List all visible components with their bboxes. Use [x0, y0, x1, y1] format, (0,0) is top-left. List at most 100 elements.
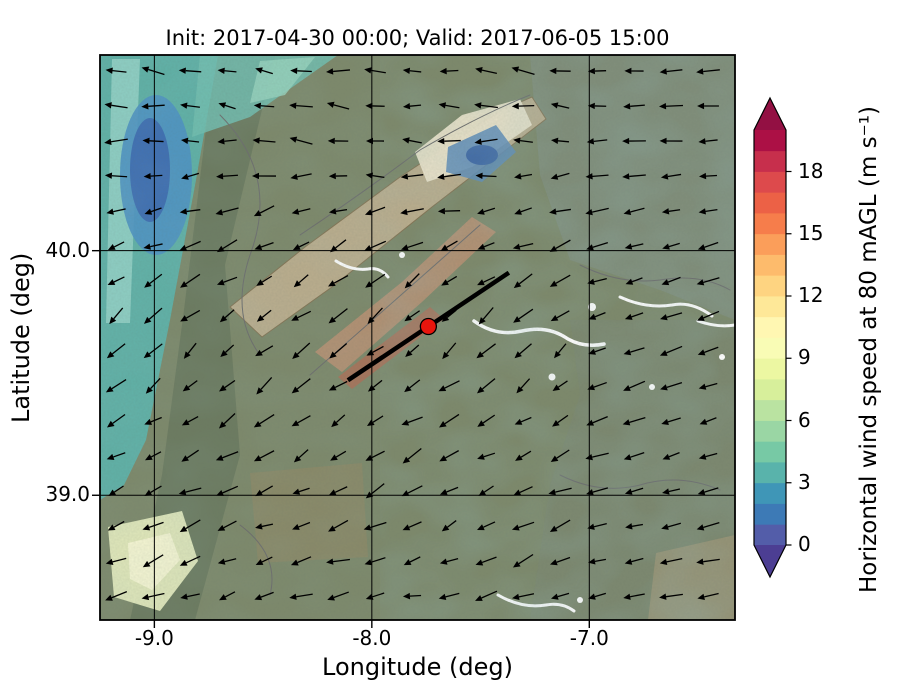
wind-arrow-head: [363, 524, 372, 531]
colorbar-tick-label: 0: [798, 532, 811, 556]
wind-arrow: [631, 523, 643, 527]
wind-arrow: [260, 105, 275, 108]
wind-arrow-head: [474, 138, 482, 145]
wind-arrow-head: [217, 524, 226, 531]
wind-arrow: [112, 557, 127, 563]
wind-arrow: [594, 312, 606, 318]
colorbar-band: [754, 399, 786, 421]
wind-arrow: [297, 415, 311, 424]
wind-arrow-head: [622, 173, 630, 180]
wind-arrow-head: [441, 279, 449, 286]
wind-arrow-head: [586, 419, 595, 426]
wind-arrow: [371, 450, 385, 459]
wind-arrow-head: [623, 349, 632, 356]
wind-arrow-head: [328, 316, 337, 324]
wind-arrow: [298, 449, 309, 459]
colorbar-tick-label: 9: [798, 345, 811, 370]
colorbar-band: [754, 379, 786, 401]
wind-arrow: [224, 70, 237, 73]
wind-arrow-head: [623, 384, 631, 391]
wind-arrow: [334, 343, 348, 355]
wind-arrow-head: [180, 137, 189, 144]
wind-arrow: [113, 276, 125, 283]
wind-arrow-head: [477, 420, 485, 427]
wind-arrow-head: [659, 593, 667, 600]
wind-arrow-head: [476, 386, 485, 394]
wind-arrow-head: [552, 384, 561, 392]
wind-arrow-head: [179, 525, 188, 533]
wind-arrow-head: [441, 315, 450, 322]
wind-arrow-head: [290, 67, 298, 75]
wind-arrow: [408, 521, 422, 528]
wind-arrow-head: [513, 281, 522, 289]
wind-arrow-head: [365, 491, 374, 499]
wind-arrow: [261, 69, 273, 75]
wind-arrow: [112, 69, 127, 73]
wind-arrow-head: [328, 489, 337, 496]
wind-arrow: [370, 69, 386, 74]
terrain-blotch-texture-east: [380, 55, 735, 620]
wind-arrow-head: [216, 279, 225, 286]
wind-arrow: [333, 308, 348, 320]
colorbar-outline: [753, 96, 787, 579]
wind-arrow-head: [144, 280, 152, 288]
wind-arrow-head: [698, 138, 706, 145]
y-axis-label: Latitude (deg): [7, 252, 35, 423]
wind-arrow-head: [291, 314, 299, 321]
wind-arrow: [298, 487, 310, 493]
wind-arrow: [409, 594, 422, 597]
wind-arrow-head: [439, 421, 447, 428]
wind-arrow-head: [292, 523, 300, 530]
wind-arrow-head: [183, 351, 191, 359]
wind-arrow-head: [401, 419, 410, 426]
wind-arrow: [704, 241, 719, 248]
wind-arrow: [557, 380, 568, 388]
wind-arrow: [703, 558, 720, 563]
wind-arrow-head: [549, 525, 558, 532]
wind-arrow-head: [550, 314, 559, 322]
wind-arrow: [446, 69, 459, 72]
colorbar-under-arrow: [754, 545, 786, 577]
wind-arrow-head: [291, 386, 300, 394]
wind-arrow-head: [109, 316, 117, 325]
wind-arrow: [335, 209, 348, 212]
wind-arrow: [593, 278, 607, 283]
wind-arrow: [557, 343, 567, 354]
wind-arrow: [187, 593, 200, 598]
wind-arrow: [705, 452, 718, 458]
wind-arrow-head: [144, 208, 153, 215]
wind-arrow: [483, 452, 496, 458]
wind-arrow: [409, 70, 422, 73]
wind-arrow-head: [365, 137, 374, 145]
wind-arrow-head: [256, 279, 264, 286]
wind-arrow-head: [511, 66, 520, 73]
wind-arrow: [298, 521, 311, 528]
wind-arrow: [446, 275, 458, 283]
wind-arrow-head: [253, 455, 262, 462]
wind-arrow: [261, 523, 274, 528]
wind-arrow-head: [289, 102, 297, 109]
wind-arrow-head: [182, 384, 191, 392]
wind-arrow-head: [291, 420, 300, 427]
wind-arrow: [185, 70, 202, 73]
wind-arrow-head: [141, 593, 150, 601]
wind-arrow-head: [697, 314, 705, 321]
wind-arrow-head: [330, 454, 338, 461]
wind-arrow-head: [326, 68, 334, 75]
wind-arrow: [148, 68, 165, 76]
wind-arrow: [444, 173, 461, 178]
wind-arrow: [518, 308, 534, 320]
wind-arrow-head: [180, 281, 188, 288]
wind-arrow: [334, 380, 348, 389]
wind-arrow: [261, 309, 272, 318]
wind-arrow-head: [144, 418, 153, 425]
wind-arrow: [555, 487, 572, 493]
wind-arrow-head: [256, 387, 264, 395]
wind-arrow: [372, 174, 385, 179]
wind-arrow: [113, 307, 124, 320]
wind-arrow-head: [178, 489, 187, 496]
wind-arrow: [446, 520, 457, 528]
wind-arrow: [224, 591, 236, 598]
wind-arrow-head: [104, 138, 112, 145]
wind-arrow: [592, 241, 609, 248]
